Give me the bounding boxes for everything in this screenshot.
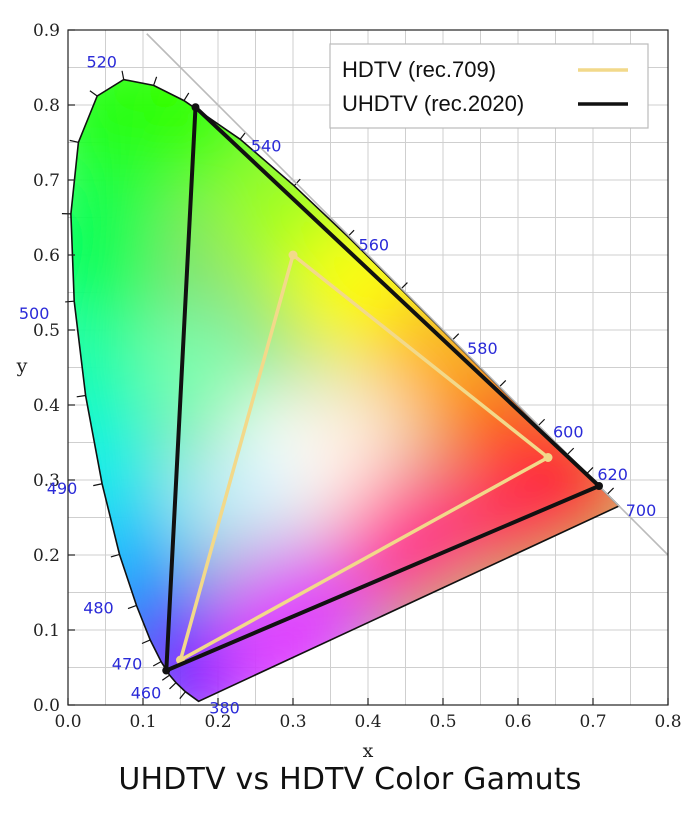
- legend: HDTV (rec.709) UHDTV (rec.2020): [329, 43, 649, 129]
- wavelength-label-620: 620: [597, 465, 628, 484]
- y-tick-label: 0.8: [33, 96, 60, 116]
- wavelength-tick: [239, 131, 247, 140]
- x-tick-labels: 0.0 0.1 0.2 0.3 0.4 0.5 0.6 0.7 0.8: [54, 712, 681, 732]
- y-tick-labels: 0.0 0.1 0.2 0.3 0.4 0.5 0.6 0.7 0.8 0.9: [33, 21, 60, 716]
- wavelength-tick: [69, 139, 79, 143]
- y-tick-label: 0.9: [33, 21, 60, 41]
- x-tick-label: 0.3: [279, 712, 306, 732]
- wavelength-tick: [606, 487, 615, 495]
- chromaticity-chart: 0.0 0.1 0.2 0.3 0.4 0.5 0.6 0.7 0.8 0.0 0.1 0.2 0.3…: [16, 21, 682, 760]
- wavelength-label-700: 700: [626, 501, 657, 520]
- wavelength-tick: [451, 333, 460, 341]
- y-axis-label: y: [16, 355, 28, 377]
- gamut-vertex: [162, 666, 171, 675]
- gamut-vertex: [595, 482, 603, 490]
- wavelength-tick: [566, 447, 575, 455]
- wavelength-tick: [141, 639, 151, 645]
- gamut-triangle-uhdtv: [164, 105, 601, 673]
- x-tick-label: 0.5: [429, 712, 456, 732]
- axis-ticks: [67, 29, 669, 706]
- wavelength-label-500: 500: [19, 304, 50, 323]
- wavelength-label-460: 460: [131, 684, 162, 703]
- chart-title: UHDTV vs HDTV Color Gamuts: [118, 762, 582, 797]
- gamut-vertex: [288, 250, 298, 260]
- wavelength-tick: [169, 682, 177, 690]
- gamut-vertex: [191, 103, 200, 112]
- wavelength-tick: [179, 691, 186, 700]
- wavelength-tick: [121, 70, 125, 80]
- wavelength-tick: [93, 483, 103, 487]
- wavelength-label-480: 480: [83, 598, 114, 617]
- x-tick-label: 0.2: [204, 712, 231, 732]
- x-tick-label: 0.6: [504, 712, 531, 732]
- wavelength-label-520: 520: [86, 53, 117, 72]
- wavelength-tick: [110, 553, 120, 558]
- wavelength-label-380: 380: [209, 698, 240, 717]
- x-axis-label: x: [363, 740, 374, 760]
- wavelength-label-470: 470: [112, 655, 143, 674]
- wavelength-tick: [76, 394, 86, 398]
- wavelength-tick: [65, 300, 75, 303]
- x-tick-label: 0.4: [354, 712, 381, 732]
- wavelength-ticks: [61, 70, 615, 700]
- series-layer: [162, 103, 603, 675]
- y-tick-label: 0.0: [33, 696, 60, 716]
- wavelength-tick: [161, 674, 170, 681]
- y-tick-label: 0.6: [33, 246, 60, 266]
- wavelength-tick: [498, 380, 507, 388]
- wavelength-tick: [400, 282, 408, 290]
- x-tick-label: 0.0: [54, 712, 81, 732]
- y-tick-label: 0.7: [33, 171, 60, 191]
- legend-label-uhdtv: UHDTV (rec.2020): [342, 91, 524, 116]
- wavelength-label-540: 540: [251, 136, 282, 155]
- wavelength-tick: [153, 76, 158, 86]
- wavelength-tick: [293, 178, 301, 187]
- y-tick-label: 0.4: [33, 396, 60, 416]
- x-tick-label: 0.8: [654, 712, 681, 732]
- y-tick-label: 0.3: [33, 471, 60, 491]
- wavelength-tick: [89, 90, 98, 97]
- wavelength-label-560: 560: [359, 236, 390, 255]
- legend-box: [329, 43, 649, 129]
- y-tick-label: 0.5: [33, 321, 60, 341]
- wavelength-tick: [152, 661, 162, 667]
- wavelength-label-490: 490: [47, 479, 78, 498]
- y-tick-label: 0.1: [33, 621, 60, 641]
- x-tick-label: 0.7: [579, 712, 606, 732]
- wavelength-label-600: 600: [553, 423, 584, 442]
- legend-label-hdtv: HDTV (rec.709): [342, 57, 496, 82]
- y-tick-label: 0.2: [33, 546, 60, 566]
- wavelength-label-580: 580: [467, 339, 498, 358]
- x-tick-label: 0.1: [129, 712, 156, 732]
- wavelength-tick: [127, 604, 137, 610]
- gamut-triangle-hdtv: [178, 253, 550, 662]
- wavelength-tick: [537, 418, 546, 427]
- wavelength-labels: 520 540 560 580 600 620 700 500 490 480 470 460 380: [19, 53, 656, 718]
- wavelength-tick: [183, 92, 190, 101]
- gamut-vertex: [543, 453, 553, 462]
